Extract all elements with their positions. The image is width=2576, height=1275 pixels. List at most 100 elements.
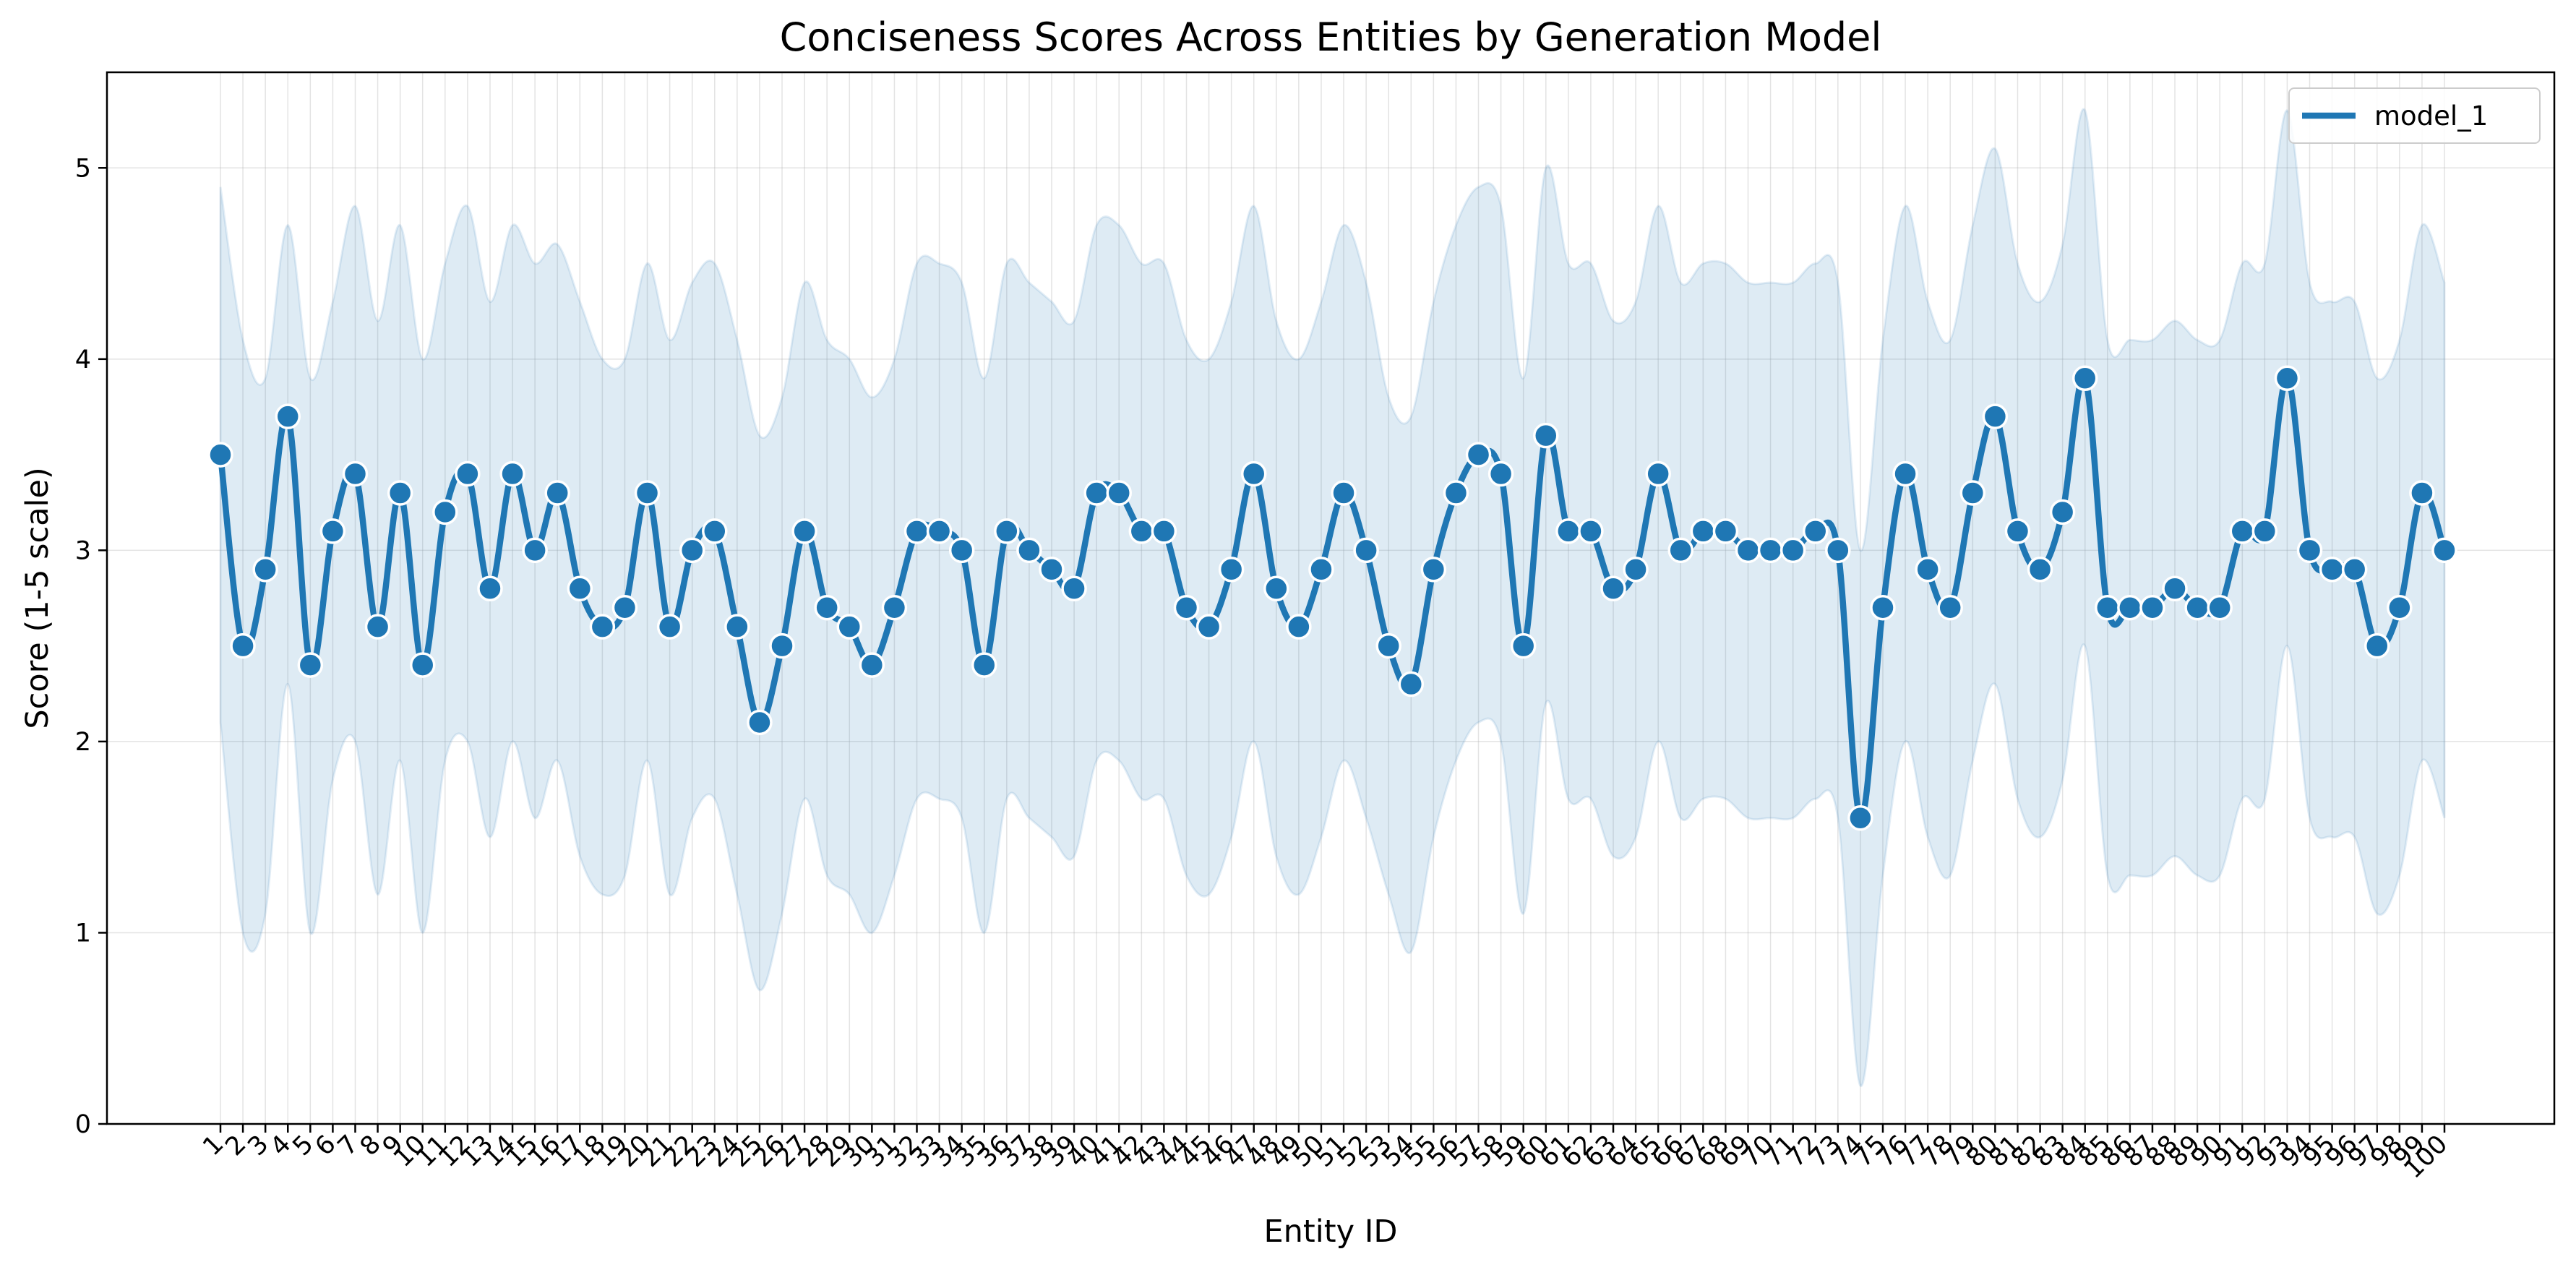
y-axis: 0 1 2 3 4 5 <box>75 154 107 1139</box>
data-point <box>409 652 436 678</box>
data-point <box>2184 594 2210 621</box>
data-point <box>1286 614 1312 640</box>
data-point <box>724 614 750 640</box>
y-tick-label: 2 <box>75 728 91 757</box>
data-point <box>1128 518 1155 544</box>
data-point <box>1443 480 1469 506</box>
data-point <box>948 537 975 564</box>
data-point <box>1465 442 1492 468</box>
data-point <box>1308 557 1334 583</box>
data-point <box>1578 518 1604 544</box>
data-point <box>1600 575 1626 602</box>
y-tick-label: 3 <box>75 536 91 565</box>
chart-title: Conciseness Scores Across Entities by Ge… <box>780 14 1882 60</box>
data-point <box>791 518 817 544</box>
data-point <box>387 480 413 506</box>
data-point <box>207 442 233 468</box>
data-point <box>2251 518 2278 544</box>
data-point <box>634 480 661 506</box>
data-point <box>1915 557 1941 583</box>
data-point <box>364 614 391 640</box>
data-point <box>1061 575 1087 602</box>
data-point <box>2139 594 2165 621</box>
data-point <box>1937 594 1963 621</box>
data-point <box>1106 480 1132 506</box>
y-tick-label: 0 <box>75 1110 91 1139</box>
confidence-band <box>219 108 2446 1087</box>
data-point <box>702 518 728 544</box>
plot-frame <box>106 71 2556 1125</box>
data-point <box>342 460 369 487</box>
data-point <box>2387 594 2413 621</box>
data-point <box>1083 480 1109 506</box>
data-point <box>2095 594 2121 621</box>
data-point <box>2341 557 2368 583</box>
data-point <box>1151 518 1177 544</box>
data-point <box>971 652 997 678</box>
legend: model_1 <box>2288 87 2541 144</box>
data-point <box>1623 557 1649 583</box>
data-point <box>499 460 525 487</box>
data-point <box>319 518 346 544</box>
data-point <box>544 480 570 506</box>
data-point <box>522 537 548 564</box>
data-point <box>1690 518 1717 544</box>
y-tick-label: 1 <box>75 919 91 948</box>
data-point <box>1533 422 1559 449</box>
data-point <box>2319 557 2345 583</box>
data-point <box>814 594 840 621</box>
series-points <box>207 365 2457 831</box>
data-point <box>903 518 930 544</box>
data-point <box>2364 632 2390 659</box>
data-point <box>1195 614 1222 640</box>
data-point <box>1779 537 1806 564</box>
data-point <box>2049 499 2076 525</box>
data-point <box>2162 575 2188 602</box>
data-point <box>747 709 773 736</box>
data-point <box>2004 518 2031 544</box>
data-point <box>275 403 301 429</box>
data-point <box>994 518 1020 544</box>
data-point <box>1375 632 1401 659</box>
y-tick-label: 4 <box>75 345 91 374</box>
data-point <box>1847 804 1873 831</box>
data-point <box>1825 537 1851 564</box>
y-axis-label: Score (1-5 scale) <box>20 467 56 729</box>
data-point <box>2027 557 2053 583</box>
legend-entry: model_1 <box>2374 100 2488 132</box>
data-point <box>1263 575 1289 602</box>
data-point <box>1420 557 1447 583</box>
data-point <box>926 518 953 544</box>
data-point <box>230 632 256 659</box>
data-point <box>656 614 683 640</box>
data-point <box>1398 671 1425 697</box>
legend-box <box>2288 87 2541 144</box>
data-point <box>679 537 705 564</box>
data-point <box>2296 537 2323 564</box>
data-point <box>1982 403 2009 429</box>
data-point <box>1735 537 1761 564</box>
data-point <box>455 460 481 487</box>
data-point <box>1667 537 1694 564</box>
series-band <box>219 108 2446 1087</box>
data-point <box>432 499 458 525</box>
data-point <box>1173 594 1200 621</box>
data-point <box>1712 518 1739 544</box>
data-point <box>836 614 863 640</box>
data-point <box>477 575 503 602</box>
data-point <box>1039 557 1065 583</box>
data-point <box>1240 460 1267 487</box>
data-point <box>1892 460 1918 487</box>
y-tick-label: 5 <box>75 154 91 183</box>
data-point <box>252 557 278 583</box>
data-point <box>769 632 795 659</box>
data-point <box>1353 537 1379 564</box>
data-point <box>2229 518 2256 544</box>
data-point <box>2431 537 2457 564</box>
data-point <box>2071 365 2098 392</box>
data-point <box>1331 480 1357 506</box>
data-point <box>859 652 885 678</box>
data-point <box>589 614 616 640</box>
data-point <box>1555 518 1581 544</box>
